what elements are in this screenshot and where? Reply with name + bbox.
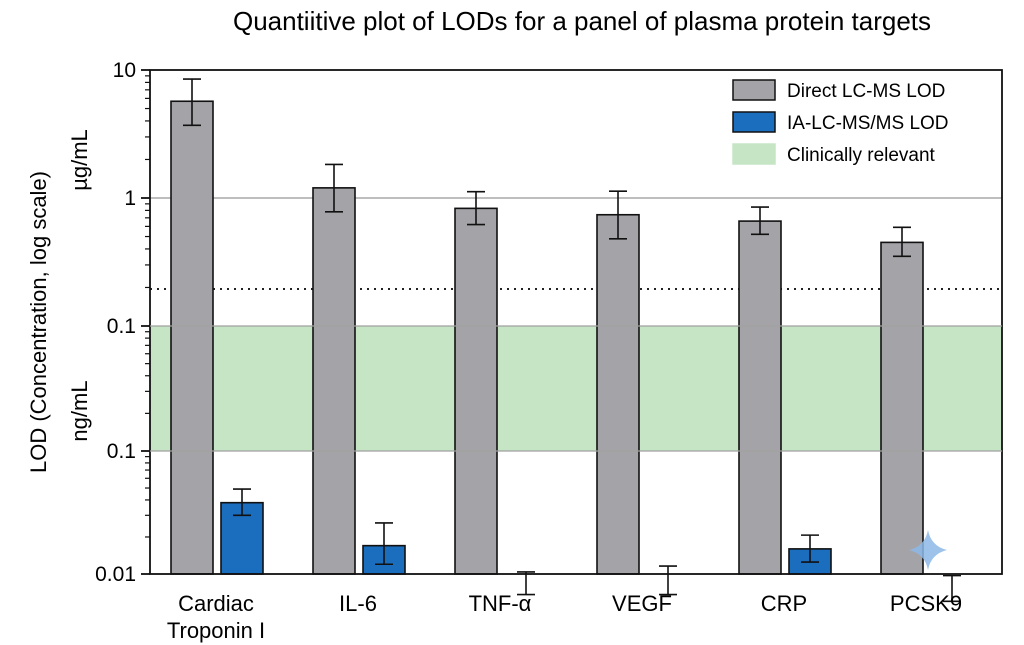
legend-label: IA-LC-MS/MS LOD bbox=[787, 113, 949, 134]
unit-label-ug: µg/mL bbox=[67, 129, 92, 191]
sparkle-watermark-icon bbox=[909, 530, 947, 570]
y-tick-label: 10 bbox=[113, 59, 136, 82]
bar-direct-3 bbox=[596, 213, 640, 575]
y-tick-label: 0.1 bbox=[107, 315, 136, 338]
legend-swatch bbox=[732, 79, 776, 101]
legend-swatch bbox=[732, 143, 776, 165]
x-category-label: IL-6 bbox=[339, 591, 377, 616]
bar-direct-0 bbox=[170, 100, 214, 575]
legend-swatch bbox=[732, 111, 776, 133]
bar-direct-1 bbox=[312, 187, 356, 575]
x-category-label: Troponin I bbox=[167, 618, 265, 643]
chart-title: Quantiitive plot of LODs for a panel of … bbox=[232, 6, 932, 36]
x-category-label: CRP bbox=[761, 591, 807, 616]
y-tick-label: 0.01 bbox=[95, 563, 136, 586]
y-tick-label: 0.1 bbox=[107, 440, 136, 463]
y-axis-label: LOD (Concentration, log scale) bbox=[26, 171, 51, 473]
bar-direct-2 bbox=[454, 207, 498, 575]
x-category-label: VEGF bbox=[612, 591, 672, 616]
legend-label: Direct LC-MS LOD bbox=[787, 81, 945, 102]
y-tick-label: 1 bbox=[124, 187, 136, 210]
plot-frame bbox=[149, 69, 1003, 575]
legend-label: Clinically relevant bbox=[787, 145, 936, 166]
bar-direct-4 bbox=[738, 220, 782, 575]
unit-label-ng: ng/mL bbox=[67, 380, 92, 441]
bar-direct-5 bbox=[880, 241, 924, 575]
x-category-label: TNF-α bbox=[469, 591, 532, 616]
x-category-label: Cardiac bbox=[178, 591, 254, 616]
clinically-relevant-band bbox=[150, 326, 1002, 451]
x-category-label: PCSK9 bbox=[890, 591, 962, 616]
